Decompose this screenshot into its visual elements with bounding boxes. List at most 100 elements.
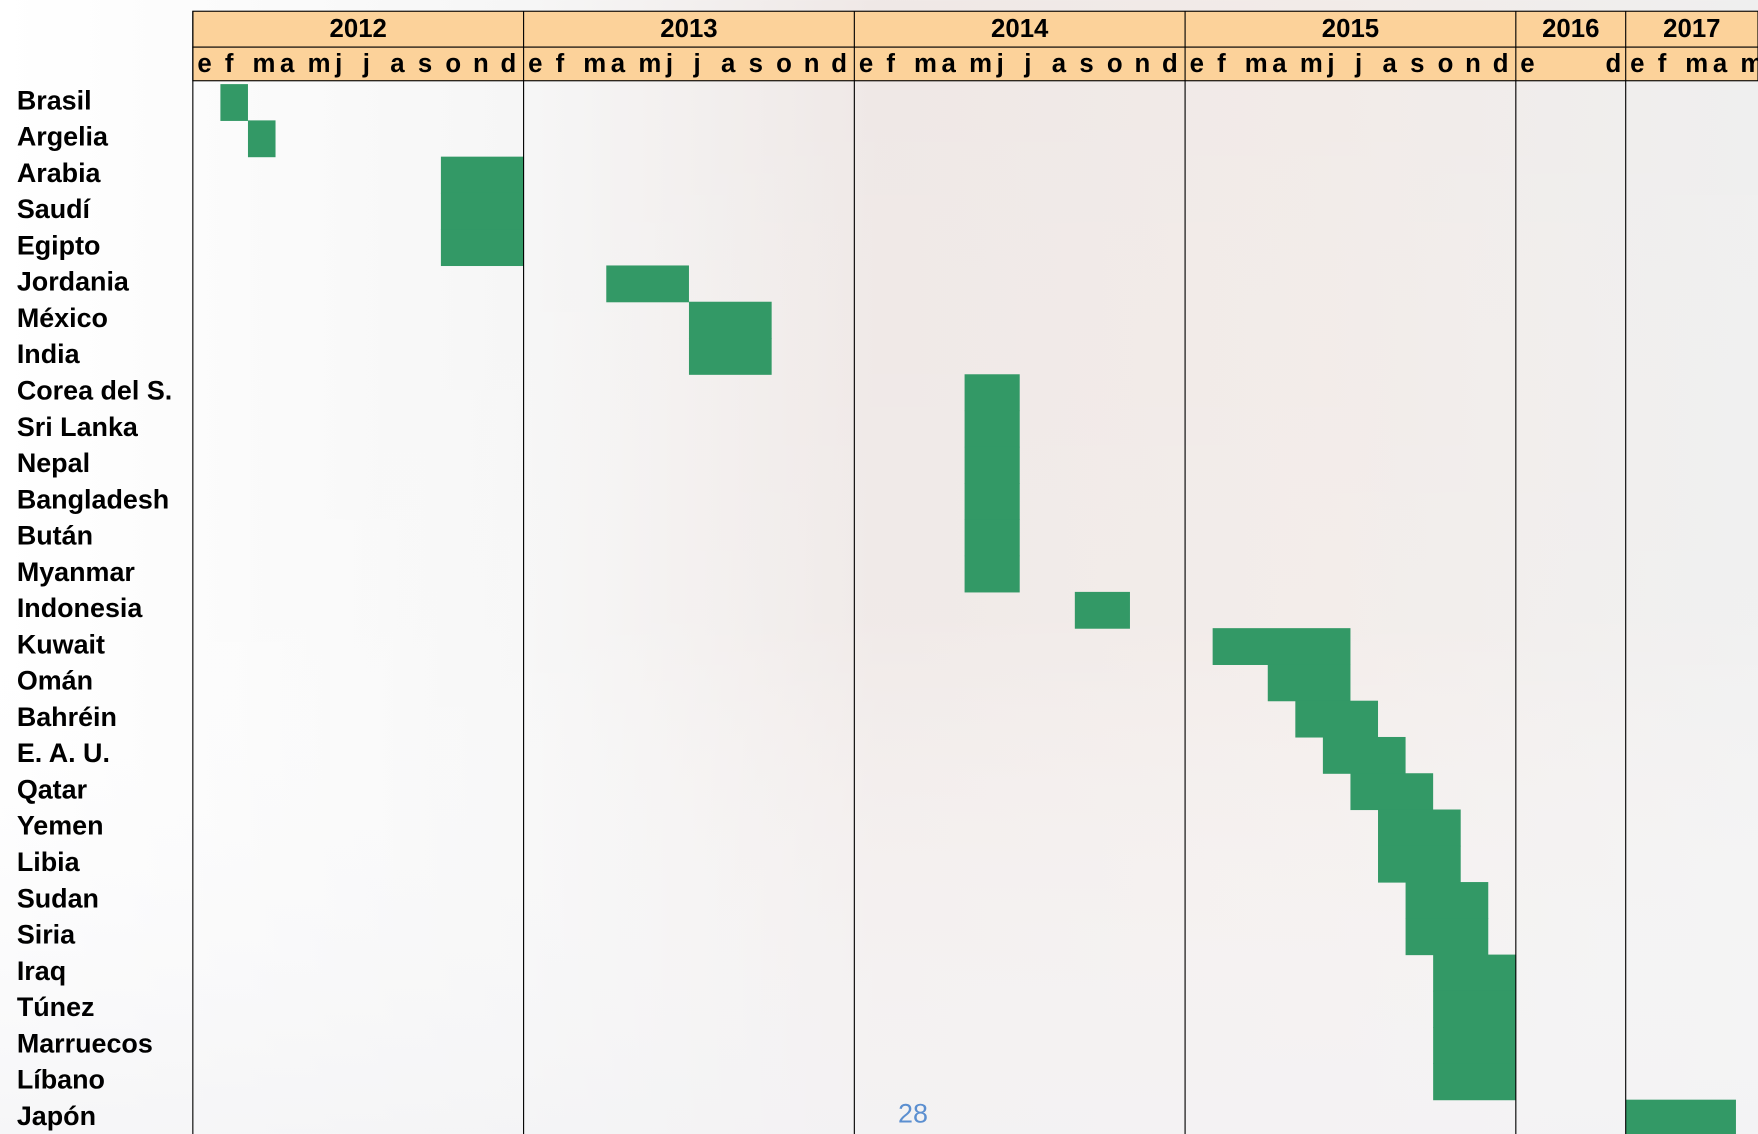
month-label: e <box>1190 50 1204 78</box>
month-label: a <box>390 50 405 78</box>
year-label: 2014 <box>991 15 1049 43</box>
row-label: Omán <box>17 666 93 696</box>
month-label: s <box>1410 50 1424 78</box>
row-label: Jordania <box>17 267 130 297</box>
month-label: a <box>942 50 957 78</box>
month-label: o <box>445 50 461 78</box>
span-bar <box>1405 918 1489 956</box>
month-label: d <box>831 50 847 78</box>
month-label: m <box>1300 50 1323 78</box>
span-bar <box>964 446 1020 484</box>
month-header <box>192 46 1758 82</box>
month-label: a <box>721 50 736 78</box>
month-label: j <box>334 50 342 78</box>
row-label: Bután <box>17 521 93 551</box>
month-label: o <box>776 50 792 78</box>
row-label: Qatar <box>17 774 88 804</box>
span-bar <box>1433 1027 1516 1064</box>
month-label: j <box>1354 50 1362 78</box>
span-bar <box>964 483 1020 520</box>
year-label: 2016 <box>1542 15 1599 43</box>
row-label: Siria <box>17 920 76 950</box>
month-label: e <box>197 50 211 78</box>
month-label: n <box>1134 50 1150 78</box>
span-bar <box>964 519 1020 557</box>
month-label: s <box>749 50 763 78</box>
year-header <box>192 10 1758 48</box>
page-number: 28 <box>898 1099 928 1129</box>
month-label: n <box>473 50 489 78</box>
month-label: j <box>692 50 700 78</box>
month-label: j <box>665 50 673 78</box>
row-label: Corea del S. <box>17 376 172 406</box>
row-label: Túnez <box>17 992 95 1022</box>
row-label: Saudí <box>17 194 92 224</box>
span-bar <box>1405 882 1489 919</box>
span-bar <box>1378 845 1461 883</box>
month-label: e <box>1520 50 1534 78</box>
month-label: f <box>1217 50 1226 78</box>
month-label: f <box>1658 50 1667 78</box>
month-label: d <box>1493 50 1509 78</box>
month-label: e <box>528 50 542 78</box>
span-bar <box>440 156 524 194</box>
span-bar <box>964 374 1020 412</box>
span-bar <box>440 229 524 267</box>
month-label: m <box>252 50 275 78</box>
row-label: Bangladesh <box>17 484 169 514</box>
month-label: f <box>556 50 565 78</box>
span-bar <box>1625 1099 1736 1134</box>
span-bar <box>1322 736 1406 774</box>
month-label: m <box>969 50 992 78</box>
month-label: f <box>886 50 895 78</box>
row-label: Myanmar <box>17 557 136 587</box>
month-label: d <box>1162 50 1178 78</box>
month-label: j <box>1023 50 1031 78</box>
month-label: m <box>914 50 937 78</box>
month-label: a <box>280 50 295 78</box>
span-bar <box>964 410 1020 448</box>
row-label: México <box>17 303 108 333</box>
row-label: Iraq <box>17 956 66 986</box>
row-label: Líbano <box>17 1065 105 1095</box>
month-label: j <box>362 50 370 78</box>
row-label: Kuwait <box>17 629 105 659</box>
month-label: a <box>1052 50 1067 78</box>
span-bar <box>220 84 248 121</box>
row-label: Arabia <box>17 158 102 188</box>
year-label: 2012 <box>330 15 387 43</box>
month-label: a <box>1272 50 1287 78</box>
span-bar <box>1433 990 1516 1028</box>
month-label: f <box>225 50 234 78</box>
year-label: 2013 <box>660 15 717 43</box>
span-bar <box>1267 664 1351 702</box>
span-bar <box>1433 1063 1516 1101</box>
month-label: n <box>1465 50 1481 78</box>
month-label: d <box>501 50 517 78</box>
row-label: Indonesia <box>17 593 144 623</box>
month-label: n <box>804 50 820 78</box>
row-label: Egipto <box>17 230 101 260</box>
month-label: o <box>1107 50 1123 78</box>
span-bar <box>1350 773 1434 811</box>
span-bar <box>1433 954 1516 992</box>
month-label: e <box>859 50 873 78</box>
row-label: Sri Lanka <box>17 412 139 442</box>
month-label: o <box>1438 50 1454 78</box>
year-label: 2017 <box>1663 15 1720 43</box>
month-label: a <box>611 50 626 78</box>
month-label: m <box>1245 50 1268 78</box>
span-bar <box>1074 591 1130 629</box>
span-bar <box>606 265 689 303</box>
month-label: m <box>583 50 606 78</box>
row-label: Libia <box>17 847 81 877</box>
month-label: m <box>638 50 661 78</box>
span-bar <box>964 555 1020 593</box>
row-label: Sudan <box>17 883 99 913</box>
month-label: s <box>418 50 432 78</box>
month-label: j <box>1326 50 1334 78</box>
month-label: d <box>1605 50 1621 78</box>
span-bar <box>440 192 524 230</box>
row-label: Brasil <box>17 85 92 115</box>
